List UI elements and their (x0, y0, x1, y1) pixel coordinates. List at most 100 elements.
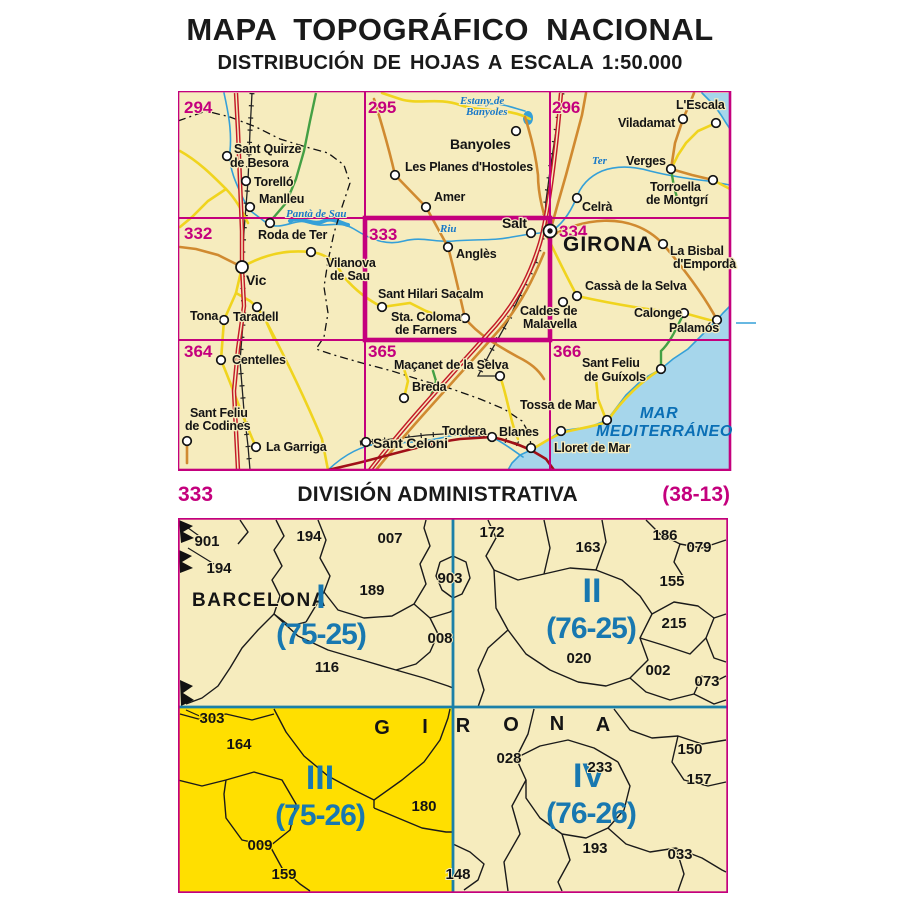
town: Sant Feliu de Codines (181, 405, 252, 447)
town-label: Torroella (650, 180, 702, 194)
admin-title: DIVISIÓN ADMINISTRATIVA (297, 483, 579, 506)
municipality-codes: 901 194 194 007 189 008 116 903 172 163 … (193, 523, 720, 884)
girona-letter: A (596, 714, 610, 736)
town-label: Sant Feliu (190, 406, 248, 420)
muni-code: 194 (206, 560, 232, 577)
quadrant-code: (76-25) (546, 612, 636, 645)
town: Sant Celoni (360, 434, 449, 452)
quadrant-code: (75-25) (276, 618, 366, 651)
quadrant-roman: III (306, 759, 334, 797)
quadrant-roman: I (316, 578, 325, 616)
town-marker (235, 260, 249, 274)
muni-code: 148 (445, 866, 470, 883)
town-label: d'Empordà (673, 257, 736, 271)
town-label: Salt (502, 215, 527, 231)
town-label: Sant Feliu (582, 356, 640, 370)
town-marker (251, 301, 263, 313)
muni-code: 901 (194, 533, 219, 550)
town: Sant Hilari Sacalm (377, 286, 485, 313)
muni-code: 033 (667, 846, 692, 863)
town: Centelles (215, 352, 287, 368)
town-label: Tordera (442, 424, 487, 438)
town-label: Torelló (254, 175, 294, 189)
muni-code: 007 (377, 530, 402, 547)
town: Tordera (441, 423, 498, 443)
muni-code: 008 (427, 630, 452, 647)
town-marker (221, 150, 233, 162)
town: Blanes (498, 424, 540, 454)
admin-grid-code: (38-13) (662, 483, 730, 506)
muni-code: 155 (659, 573, 684, 590)
town-marker (264, 217, 276, 229)
muni-code: 073 (694, 673, 719, 690)
selected-sheet-outline (362, 215, 553, 343)
town-marker (240, 175, 252, 187)
town: Salt (501, 214, 537, 239)
town-marker (494, 370, 506, 382)
muni-code: 116 (315, 659, 339, 676)
town: Torroella de Montgrí (645, 174, 719, 208)
edge-mark (179, 520, 194, 543)
town-label: Roda de Ter (258, 228, 327, 242)
municipality-boundaries (178, 519, 727, 892)
muni-code: 193 (582, 840, 607, 857)
muni-code: 186 (652, 527, 677, 544)
town: Vilanova de Sau (305, 246, 378, 284)
town: Lloret de Mar (553, 425, 632, 456)
muni-code: 303 (199, 710, 224, 727)
town-marker (678, 307, 690, 319)
town-label: de Montgrí (646, 193, 709, 207)
city-girona: GIRONA (542, 223, 653, 257)
muni-code: 163 (575, 539, 600, 556)
town-marker (657, 238, 669, 250)
town-label: Viladamat (618, 116, 676, 130)
girona-letter: N (550, 713, 564, 735)
sheet-number: 332 (184, 224, 212, 243)
town: Sta. Coloma de Farners (390, 309, 471, 338)
town-marker (218, 314, 230, 326)
muni-code: 079 (686, 539, 711, 556)
sea-label: MEDITERRÁNEO (596, 421, 733, 440)
town-marker (389, 169, 401, 181)
sheet-number: 296 (552, 98, 580, 117)
town-label: Breda (412, 380, 448, 394)
town-marker (510, 125, 522, 137)
muni-code: 009 (247, 837, 272, 854)
town: L'Escala (675, 97, 727, 129)
town: Vic (235, 260, 268, 289)
town-marker (677, 113, 689, 125)
town-label: Verges (626, 154, 666, 168)
town-marker (442, 241, 454, 253)
town-label: Palamós (669, 321, 719, 335)
quadrant-roman: IV (573, 757, 605, 795)
girona-letter: G (374, 717, 390, 739)
admin-sheet-number: 333 (178, 483, 214, 506)
sheet-number: 364 (184, 342, 213, 361)
town-marker (305, 246, 317, 258)
town-label: Malavella (523, 317, 578, 331)
town: Sant Quirze de Besora (221, 141, 303, 171)
muni-code: 903 (437, 570, 462, 587)
sheet-number: 295 (368, 98, 396, 117)
town-label: Centelles (232, 353, 286, 367)
town-label: Maçanet de la Selva (394, 358, 510, 372)
muni-code: 189 (359, 582, 384, 599)
town: Celrà (571, 192, 614, 215)
town-label: Blanes (499, 425, 539, 439)
town-label: Caldes de (520, 304, 577, 318)
town: Sant Feliu de Guíxols (581, 355, 667, 385)
town-marker (601, 414, 613, 426)
quadrant-roman: II (583, 572, 602, 610)
muni-code: 215 (661, 615, 686, 632)
town: Les Planes d'Hostoles (389, 159, 535, 181)
muni-code: 194 (296, 528, 322, 545)
town-label: Les Planes d'Hostoles (405, 160, 533, 174)
town-label: Sant Quirze (234, 142, 302, 156)
river-label: Ter (592, 155, 608, 167)
girona-letter: O (503, 714, 519, 736)
town-marker (250, 441, 262, 453)
quadrant-labels: I (75-25) II (76-25) III (75-26) IV (76-… (275, 572, 637, 832)
sheet-number: 294 (184, 98, 213, 117)
reservoir-label: Pantà de Sau (286, 208, 347, 220)
town-label: de Besora (230, 156, 290, 170)
